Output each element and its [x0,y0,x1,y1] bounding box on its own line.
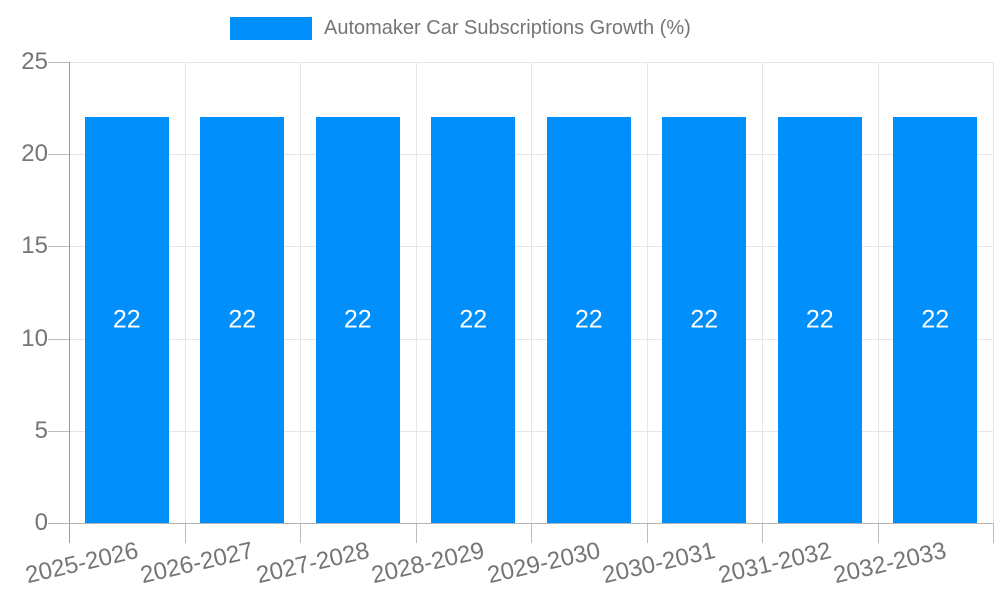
bar-value-label: 22 [459,305,488,334]
y-axis-tick-label: 20 [21,140,48,168]
bar[interactable] [431,117,516,523]
x-gridline [300,62,301,523]
bar[interactable] [893,117,978,523]
x-axis-category-label: 2031-2032 [715,537,834,590]
x-gridline [184,62,186,523]
x-axis-tick [762,523,763,543]
y-axis-tick-label: 5 [34,416,48,444]
bar[interactable] [200,117,285,523]
x-axis-tick [184,523,186,543]
x-axis-category-label: 2029-2030 [484,537,603,590]
bar[interactable] [662,117,747,523]
bar-value-label: 22 [228,305,257,334]
y-axis-line [69,62,70,543]
x-axis-tick [993,523,994,543]
x-gridline [993,62,994,523]
bar-value-label: 22 [343,305,372,334]
bar-value-label: 22 [112,305,141,334]
x-gridline [877,62,879,523]
bar[interactable] [84,117,169,523]
x-gridline [531,62,532,523]
x-gridline [646,62,648,523]
bar-value-label: 22 [805,305,834,334]
x-axis-category-label: 2028-2029 [369,537,488,590]
legend-label: Automaker Car Subscriptions Growth (%) [324,17,691,39]
y-axis-tick-label: 25 [21,48,48,75]
y-axis-tick [48,62,69,63]
x-axis-tick [415,523,417,543]
x-gridline [762,62,763,523]
x-axis-tick [531,523,532,543]
y-axis-tick [48,430,69,432]
x-axis-category-label: 2027-2028 [253,537,372,590]
chart-legend[interactable]: Automaker Car Subscriptions Growth (%) [230,17,691,40]
x-axis-tick [646,523,648,543]
bar[interactable] [546,117,631,523]
bar[interactable] [777,117,862,523]
x-gridline [415,62,417,523]
y-axis-tick-label: 0 [34,509,48,536]
y-axis-tick [48,246,69,248]
x-axis-category-label: 2025-2026 [22,537,141,590]
y-axis-tick [48,154,69,156]
bar-value-label: 22 [921,305,950,334]
x-axis-line [48,523,993,524]
x-axis-category-label: 2026-2027 [138,537,257,590]
y-axis-tick-label: 15 [21,232,48,260]
bar-value-label: 22 [690,305,719,334]
y-axis-tick-label: 10 [21,324,48,352]
x-axis-tick [300,523,301,543]
bar[interactable] [315,117,400,523]
bar-value-label: 22 [574,305,603,334]
x-axis-category-label: 2032-2033 [831,537,950,590]
y-axis-tick [48,338,69,340]
x-axis-category-label: 2030-2031 [600,537,719,590]
legend-swatch [230,17,312,40]
x-axis-tick [877,523,879,543]
